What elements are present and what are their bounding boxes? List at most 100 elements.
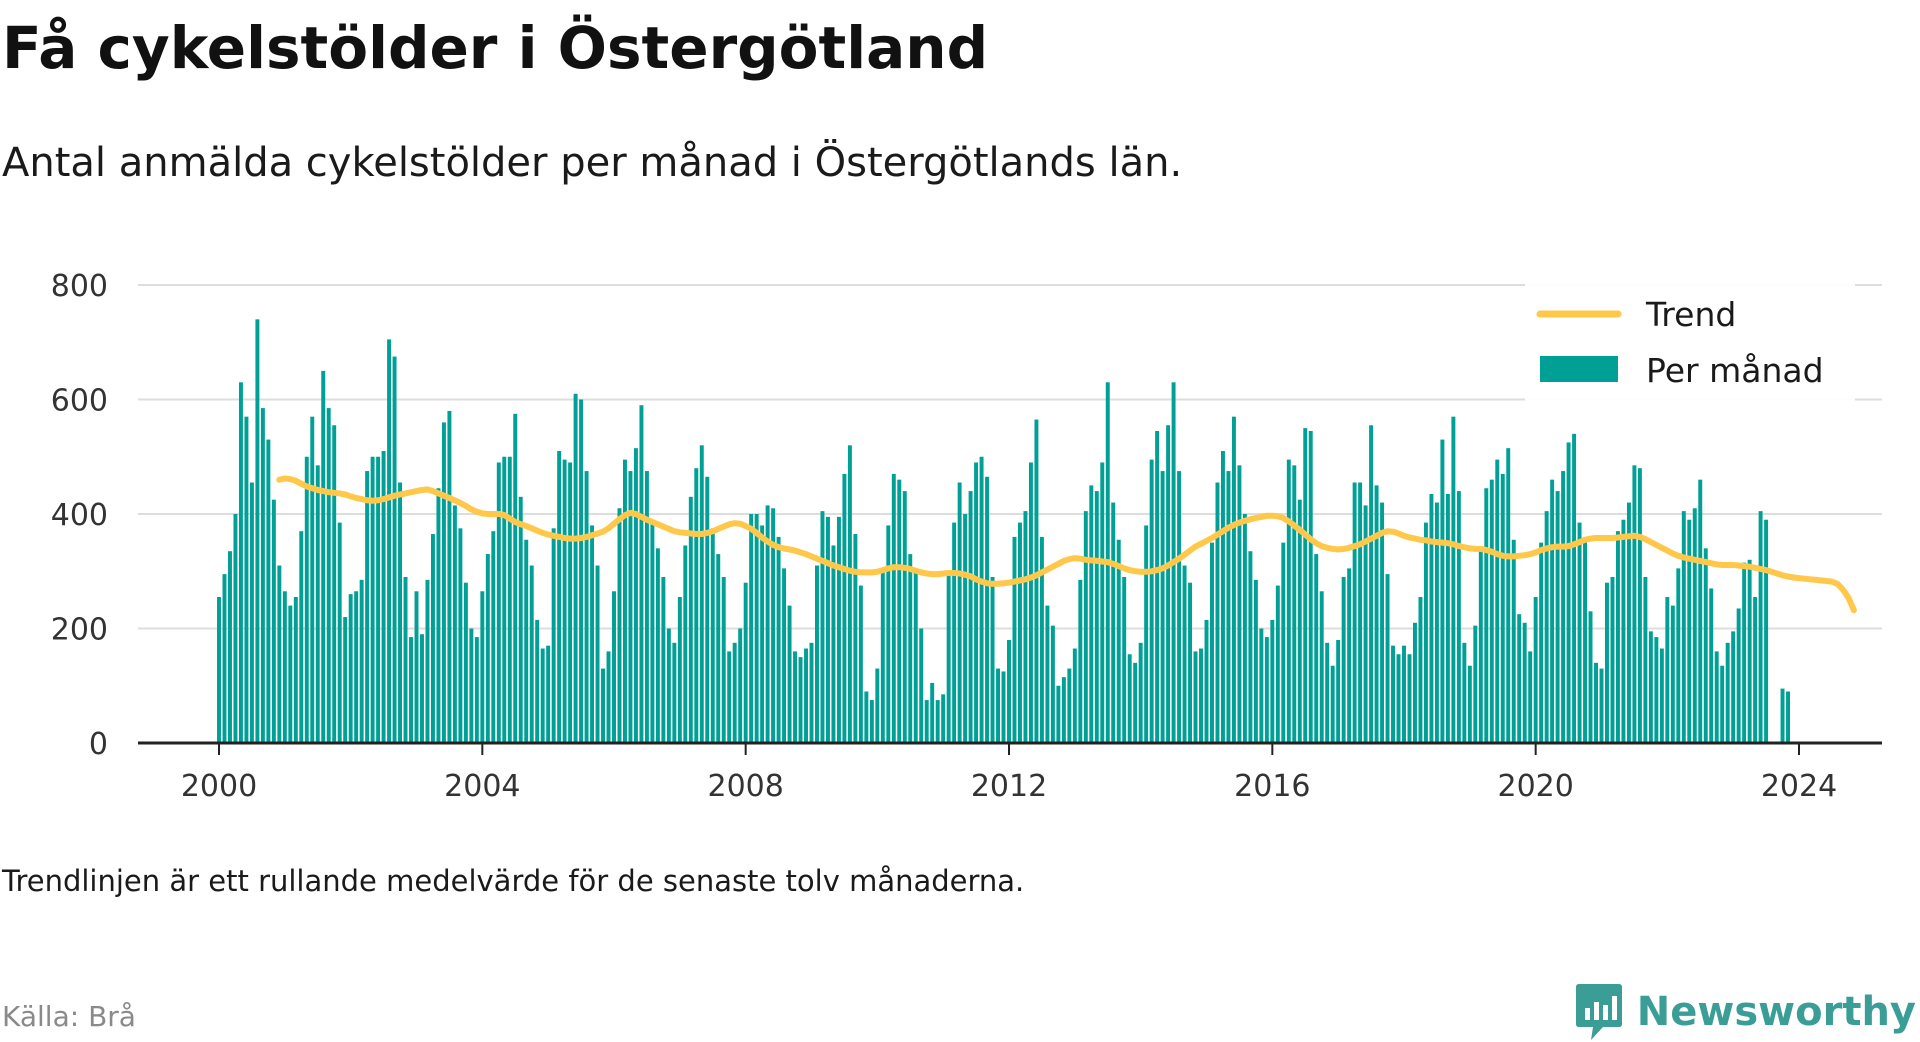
bar [666,628,671,743]
bar [1369,425,1374,743]
bar [1385,574,1390,743]
bar [842,473,847,743]
x-tick-label: 2000 [181,769,257,804]
bar [1281,542,1286,743]
bar [271,499,276,743]
bar [908,554,913,743]
bar [1253,579,1258,743]
bar [1242,514,1247,743]
bar [1017,522,1022,743]
bar [913,568,918,743]
y-axis-ticks: 0 200 400 600 800 [51,269,108,762]
bar [409,637,413,743]
bar [622,459,627,743]
y-tick-label: 0 [89,727,108,762]
bar [1412,622,1417,743]
bar [1127,654,1132,743]
bar [974,462,979,743]
bar [1155,430,1160,743]
bar [1440,439,1445,743]
bar [1177,471,1182,743]
bar [1220,451,1225,743]
bar [732,642,737,743]
bar [337,522,342,743]
bar [1336,639,1341,743]
bar [1506,448,1511,743]
x-tick-label: 2020 [1497,769,1573,804]
bar [1533,597,1538,743]
bar [1259,628,1264,743]
bar [891,473,896,743]
legend-bar-swatch [1540,356,1618,382]
bar [266,439,271,743]
bar [886,525,891,743]
bar [579,399,584,743]
bar [513,413,518,743]
bar [990,576,995,743]
bar [1193,651,1198,743]
brand-name: Newsworthy [1636,989,1916,1035]
bar [222,574,227,743]
bar [1330,665,1335,743]
legend-label-per-manad: Per månad [1646,351,1824,390]
bar-series-per-manad [217,319,1791,743]
bar [1687,519,1692,743]
bar [1703,548,1708,743]
bar [1166,425,1171,743]
bar [217,597,221,743]
bar [1314,554,1319,743]
bar [458,528,463,743]
bar [463,582,468,743]
bar [518,496,523,743]
x-tick-label: 2016 [1234,769,1310,804]
bar [1089,485,1094,743]
bar [639,405,644,743]
bar [1050,625,1055,743]
bar [688,496,693,743]
bar [1056,685,1061,743]
bar [864,691,869,743]
bar [485,554,490,743]
bar [1133,662,1138,743]
bar [474,637,479,743]
bar [326,408,331,743]
bar [1303,428,1308,743]
bar [452,505,457,743]
bar [1418,597,1423,743]
bar [1588,611,1593,743]
bar [1210,542,1214,743]
bar [1659,648,1664,743]
bar [606,651,611,743]
bar [1517,614,1522,743]
bar [710,528,715,743]
bar [1248,551,1253,743]
bar [1341,576,1346,743]
bar [1182,565,1187,743]
bar [672,642,677,743]
bar [540,648,545,743]
bar [1001,671,1006,743]
bar [1577,522,1582,743]
bar [979,456,984,743]
bar [793,651,798,743]
bar [282,591,287,743]
bar [1615,531,1620,743]
bar [601,668,606,743]
bar [1550,479,1555,743]
bar [1402,645,1406,743]
bar [1566,442,1571,743]
bar [655,548,660,743]
bar [1489,479,1494,743]
bar [1786,691,1791,743]
x-tick-label: 2004 [444,769,520,804]
bar [985,476,990,743]
bar [436,488,441,743]
bar [370,456,375,743]
bar [1780,688,1785,743]
bar [1648,631,1653,743]
chart-note: Trendlinjen är ett rullande medelvärde f… [2,864,1025,898]
bar [820,511,825,743]
bar [546,645,551,743]
bar [1325,642,1330,743]
